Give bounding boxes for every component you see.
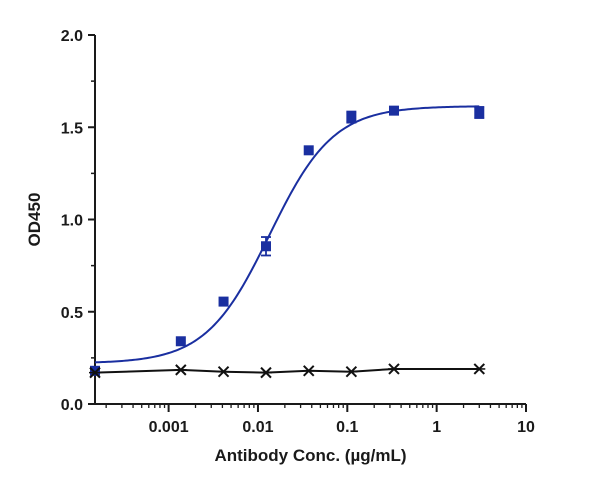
x-tick-label: 1 bbox=[432, 419, 441, 436]
y-tick-label: 0.0 bbox=[61, 397, 83, 414]
data-point-cross bbox=[89, 366, 101, 379]
x-tick-label: 0.01 bbox=[242, 419, 273, 436]
data-point-square bbox=[474, 107, 485, 118]
data-point-cross bbox=[259, 366, 272, 379]
data-point-square bbox=[346, 112, 357, 123]
data-point-cross bbox=[302, 365, 315, 377]
series-layer bbox=[89, 105, 486, 379]
data-point-square bbox=[90, 365, 100, 376]
data-point-cross bbox=[387, 363, 400, 375]
x-tick-label: 10 bbox=[517, 419, 535, 436]
data-point-cross bbox=[217, 366, 230, 378]
control-series-line bbox=[94, 367, 480, 374]
y-tick-label: 0.5 bbox=[61, 305, 83, 322]
data-point-square bbox=[175, 336, 186, 347]
data-point-square bbox=[260, 241, 271, 252]
data-point-cross bbox=[473, 363, 486, 375]
data-point-cross bbox=[174, 364, 187, 376]
data-point-square bbox=[303, 145, 314, 156]
x-axis-title: Antibody Conc. (µg/mL) bbox=[214, 446, 406, 465]
y-axis: 0.0 0.5 1.0 1.5 2.0 bbox=[61, 28, 96, 414]
x-axis: 0.001 0.01 0.1 1 10 bbox=[95, 403, 535, 436]
y-tick-label: 2.0 bbox=[61, 28, 83, 45]
fit-curve-line bbox=[94, 105, 480, 364]
data-point-square bbox=[388, 105, 399, 116]
data-point-square bbox=[218, 296, 229, 307]
data-point-cross bbox=[345, 366, 358, 378]
y-axis-title: OD450 bbox=[25, 193, 44, 247]
x-tick-label: 0.001 bbox=[149, 419, 189, 436]
y-tick-label: 1.5 bbox=[61, 120, 83, 137]
x-tick-label: 0.1 bbox=[336, 419, 358, 436]
y-tick-label: 1.0 bbox=[61, 213, 83, 230]
